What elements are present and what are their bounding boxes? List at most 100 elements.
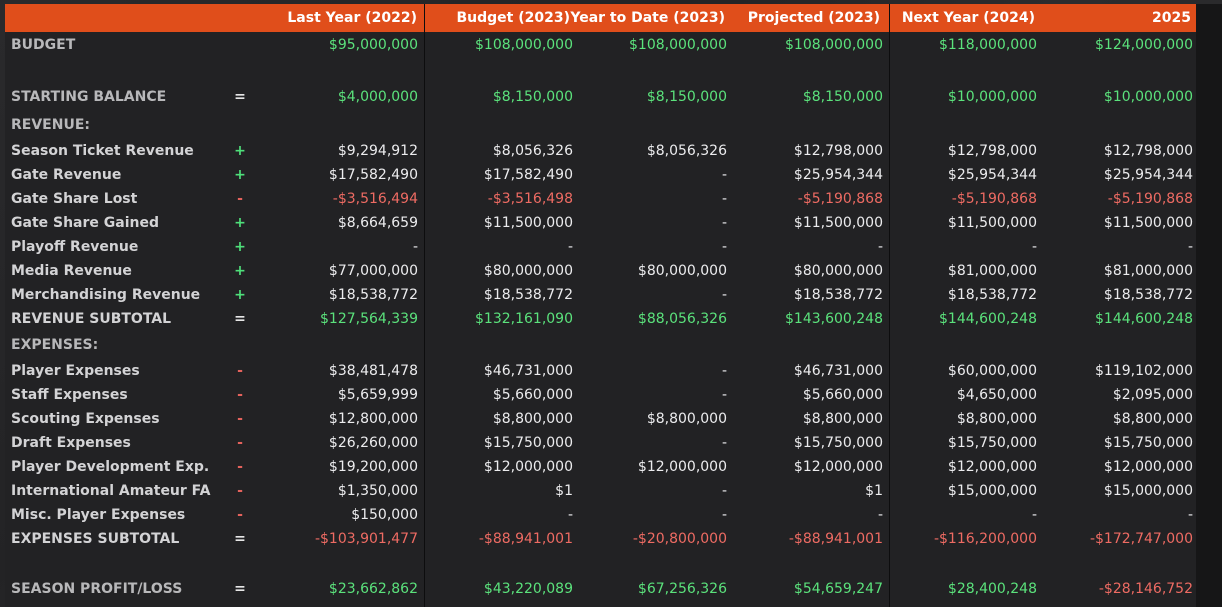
row-label: EXPENSES: bbox=[11, 337, 99, 353]
finance-row: Gate Share Lost - -$3,516,494 -$3,516,498 - -… bbox=[0, 187, 1222, 211]
row-label: Scouting Expenses bbox=[11, 411, 160, 427]
value-cell: - bbox=[1187, 507, 1193, 523]
finance-row: Gate Revenue + $17,582,490 $17,582,490 - $25,… bbox=[0, 163, 1222, 187]
row-label: REVENUE SUBTOTAL bbox=[11, 311, 172, 327]
column-header[interactable]: Year to Date (2023) bbox=[570, 10, 725, 26]
value-cell: $12,000,000 bbox=[483, 459, 573, 475]
scrollbar-track[interactable] bbox=[1196, 4, 1222, 607]
finance-row: Merchandising Revenue + $18,538,772 $18,538… bbox=[0, 283, 1222, 307]
value-cell: -$5,190,868 bbox=[1107, 191, 1193, 207]
row-operator: + bbox=[234, 143, 246, 159]
row-label: Season Ticket Revenue bbox=[11, 143, 194, 159]
value-cell: -$28,146,752 bbox=[1098, 581, 1193, 597]
value-cell: $15,000,000 bbox=[947, 483, 1037, 499]
column-header[interactable]: Projected (2023) bbox=[747, 10, 880, 26]
row-operator: = bbox=[234, 531, 246, 547]
value-cell: $1 bbox=[865, 483, 883, 499]
value-cell: $25,954,344 bbox=[947, 167, 1037, 183]
value-cell: - bbox=[721, 191, 727, 207]
value-cell: $1,350,000 bbox=[337, 483, 418, 499]
column-header[interactable]: Budget (2023) bbox=[456, 10, 570, 26]
value-cell: $15,750,000 bbox=[1103, 435, 1193, 451]
value-cell: $80,000,000 bbox=[483, 263, 573, 279]
value-cell: $4,650,000 bbox=[956, 387, 1037, 403]
value-cell: $18,538,772 bbox=[1103, 287, 1193, 303]
value-cell: $5,660,000 bbox=[802, 387, 883, 403]
column-divider bbox=[889, 4, 890, 607]
value-cell: - bbox=[1031, 507, 1037, 523]
finance-row: EXPENSES SUBTOTAL = -$103,901,477 -$88,941,… bbox=[0, 527, 1222, 551]
value-cell: - bbox=[721, 287, 727, 303]
value-cell: $8,664,659 bbox=[337, 215, 418, 231]
value-cell: - bbox=[1187, 239, 1193, 255]
value-cell: $8,800,000 bbox=[492, 411, 573, 427]
value-cell: -$116,200,000 bbox=[933, 531, 1037, 547]
value-cell: - bbox=[721, 167, 727, 183]
value-cell: - bbox=[721, 507, 727, 523]
value-cell: - bbox=[412, 239, 418, 255]
value-cell: - bbox=[721, 363, 727, 379]
value-cell: - bbox=[877, 507, 883, 523]
value-cell: $25,954,344 bbox=[793, 167, 883, 183]
value-cell: $10,000,000 bbox=[947, 89, 1037, 105]
value-cell: - bbox=[721, 483, 727, 499]
row-operator: + bbox=[234, 215, 246, 231]
value-cell: $15,750,000 bbox=[947, 435, 1037, 451]
value-cell: $108,000,000 bbox=[629, 37, 727, 53]
finance-row: Season Ticket Revenue + $9,294,912 $8,056,3… bbox=[0, 139, 1222, 163]
row-operator: + bbox=[234, 239, 246, 255]
row-label: Misc. Player Expenses bbox=[11, 507, 186, 523]
row-label: Draft Expenses bbox=[11, 435, 131, 451]
column-header[interactable]: 2025 bbox=[1152, 10, 1191, 26]
row-operator: + bbox=[234, 287, 246, 303]
value-cell: $2,095,000 bbox=[1112, 387, 1193, 403]
row-operator: = bbox=[234, 311, 246, 327]
value-cell: $18,538,772 bbox=[793, 287, 883, 303]
value-cell: $12,000,000 bbox=[947, 459, 1037, 475]
value-cell: $67,256,326 bbox=[637, 581, 727, 597]
value-cell: $143,600,248 bbox=[785, 311, 883, 327]
value-cell: $5,659,999 bbox=[337, 387, 418, 403]
row-label: STARTING BALANCE bbox=[11, 89, 167, 105]
value-cell: $17,582,490 bbox=[328, 167, 418, 183]
value-cell: $12,798,000 bbox=[793, 143, 883, 159]
row-label: EXPENSES SUBTOTAL bbox=[11, 531, 180, 547]
value-cell: $118,000,000 bbox=[939, 37, 1037, 53]
value-cell: $8,800,000 bbox=[646, 411, 727, 427]
row-label: Gate Share Gained bbox=[11, 215, 159, 231]
value-cell: $124,000,000 bbox=[1095, 37, 1193, 53]
row-label: Gate Revenue bbox=[11, 167, 122, 183]
value-cell: $15,750,000 bbox=[483, 435, 573, 451]
value-cell: - bbox=[877, 239, 883, 255]
value-cell: -$3,516,498 bbox=[487, 191, 573, 207]
value-cell: $18,538,772 bbox=[947, 287, 1037, 303]
row-operator: - bbox=[237, 411, 243, 427]
value-cell: $108,000,000 bbox=[785, 37, 883, 53]
value-cell: $46,731,000 bbox=[793, 363, 883, 379]
value-cell: $12,000,000 bbox=[1103, 459, 1193, 475]
value-cell: $25,954,344 bbox=[1103, 167, 1193, 183]
value-cell: - bbox=[1031, 239, 1037, 255]
value-cell: $132,161,090 bbox=[475, 311, 573, 327]
finance-row: BUDGET $95,000,000 $108,000,000 $108,000,00… bbox=[0, 33, 1222, 57]
row-label: International Amateur FA bbox=[11, 483, 211, 499]
value-cell: - bbox=[721, 215, 727, 231]
finance-row: Playoff Revenue + - - - - - - bbox=[0, 235, 1222, 259]
row-operator: + bbox=[234, 167, 246, 183]
column-header[interactable]: Last Year (2022) bbox=[287, 10, 417, 26]
finance-row: REVENUE: bbox=[0, 113, 1222, 137]
value-cell: $127,564,339 bbox=[320, 311, 418, 327]
finance-row: REVENUE SUBTOTAL = $127,564,339 $132,161,09… bbox=[0, 307, 1222, 331]
value-cell: -$172,747,000 bbox=[1089, 531, 1193, 547]
value-cell: -$88,941,001 bbox=[478, 531, 573, 547]
column-header[interactable]: Next Year (2024) bbox=[901, 10, 1035, 26]
row-label: BUDGET bbox=[11, 37, 76, 53]
row-label: Staff Expenses bbox=[11, 387, 128, 403]
row-operator: - bbox=[237, 507, 243, 523]
value-cell: -$103,901,477 bbox=[314, 531, 418, 547]
finance-row: Gate Share Gained + $8,664,659 $11,500,000 -… bbox=[0, 211, 1222, 235]
value-cell: - bbox=[721, 239, 727, 255]
value-cell: -$3,516,494 bbox=[332, 191, 418, 207]
value-cell: $8,150,000 bbox=[492, 89, 573, 105]
value-cell: $77,000,000 bbox=[328, 263, 418, 279]
